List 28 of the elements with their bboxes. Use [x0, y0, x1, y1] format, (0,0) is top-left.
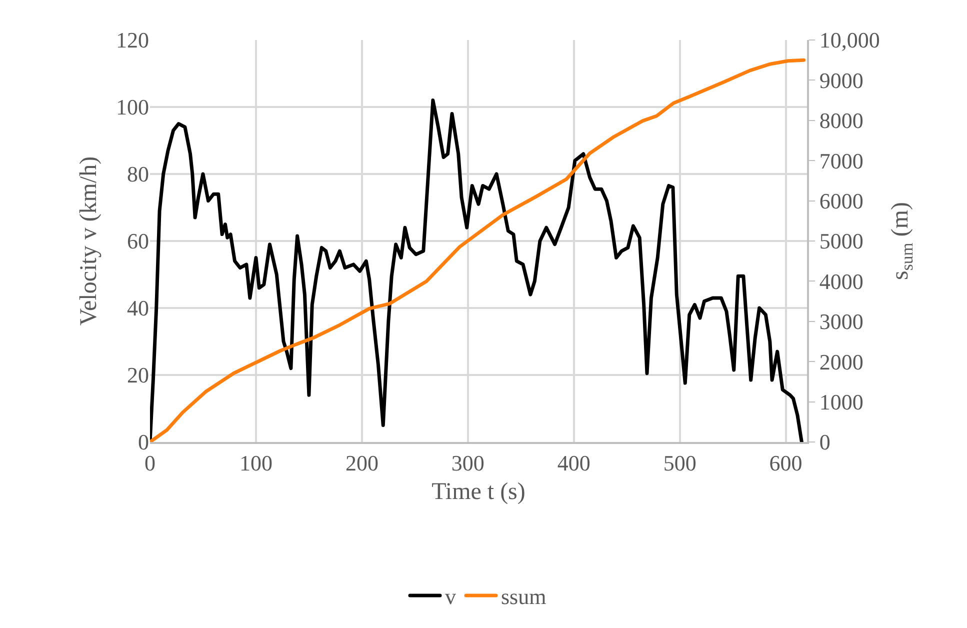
y2-tick-label: 8000	[819, 108, 864, 134]
y-tick-label: 100	[116, 94, 149, 120]
x-tick-label: 300	[451, 450, 484, 476]
y2-tick-label: 2000	[819, 349, 864, 374]
y-tick-label: 0	[138, 430, 149, 455]
y2-tick-label: 7000	[819, 148, 864, 174]
x-tick-label: 400	[557, 450, 590, 476]
y2-tick-label: 4000	[819, 268, 864, 294]
y2-tick-label: 6000	[819, 188, 864, 214]
y-tick-label: 120	[116, 28, 149, 53]
y2-tick-label: 5000	[819, 228, 864, 254]
x-tick-label: 100	[239, 450, 272, 476]
y2-tick-label: 10,000	[819, 28, 880, 53]
y2-tick-label: 1000	[819, 390, 864, 414]
y2-tick-label: 9000	[819, 68, 864, 93]
y-tick-label: 80	[127, 162, 149, 187]
y2-tick-label: 3000	[819, 309, 864, 334]
y2-tick-label: 0	[819, 430, 830, 455]
y-axis-title: Velocity v (km/h)	[76, 156, 102, 326]
y-tick-label: 20	[127, 362, 149, 388]
y-tick-label: 60	[127, 228, 149, 254]
legend-label: v	[445, 584, 456, 610]
x-tick-label: 500	[663, 450, 696, 476]
legend-label: ssum	[501, 584, 546, 610]
x-tick-label: 200	[345, 450, 378, 476]
x-tick-label: 600	[769, 450, 802, 476]
x-axis-title: Time t (s)	[432, 479, 526, 506]
y-tick-label: 40	[127, 296, 149, 321]
